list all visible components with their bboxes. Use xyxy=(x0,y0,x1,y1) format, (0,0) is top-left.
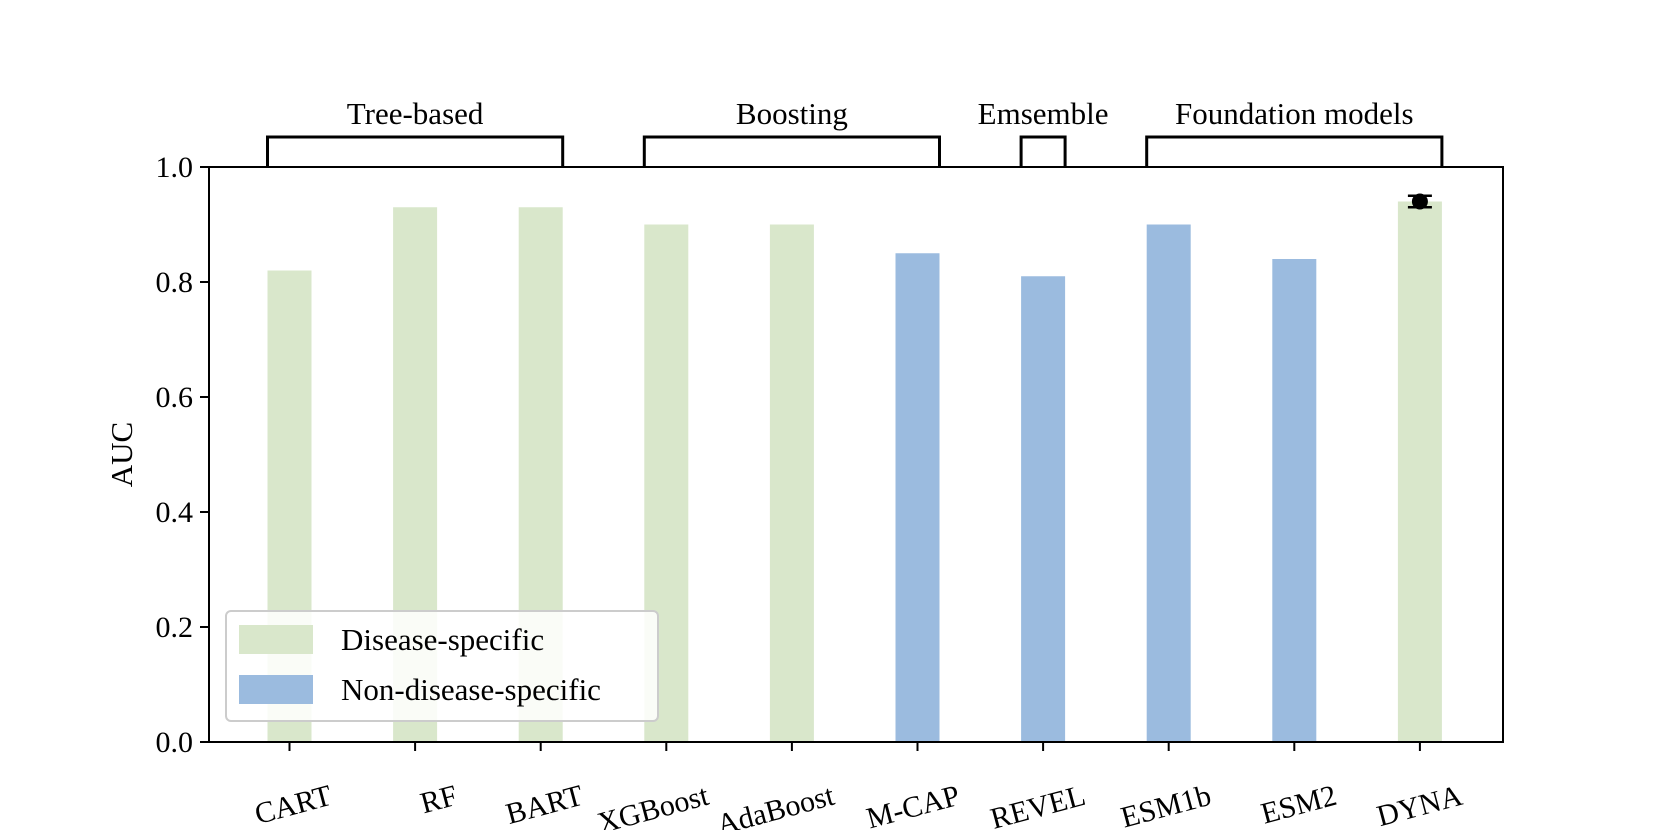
x-tick-label-rf: RF xyxy=(417,779,461,820)
y-axis-label: AUC xyxy=(104,422,139,487)
x-axis: CART RF BART XGBoost AdaBoost M-CAP REVEL ESM1b… xyxy=(251,742,1466,830)
y-tick-label: 0.8 xyxy=(156,266,194,299)
y-axis: 0.0 0.2 0.4 0.6 0.8 1.0 xyxy=(156,151,209,759)
y-tick-label: 0.0 xyxy=(156,726,194,759)
legend-label-disease: Disease-specific xyxy=(341,622,544,657)
group-label: Foundation models xyxy=(1175,96,1414,131)
bar-dyna xyxy=(1397,201,1442,742)
group-bracket xyxy=(642,135,941,167)
x-tick-label-xgboost: XGBoost xyxy=(594,779,713,830)
legend-label-non: Non-disease-specific xyxy=(341,672,601,707)
group-label: Emsemble xyxy=(978,96,1109,131)
plot-area-frame xyxy=(208,166,1504,743)
y-tick-label: 1.0 xyxy=(156,151,194,184)
x-tick-label-dyna: DYNA xyxy=(1373,779,1466,830)
group-label: Tree-based xyxy=(347,96,484,131)
bar-revel xyxy=(1021,276,1066,742)
legend: Disease-specific Non-disease-specific xyxy=(225,610,659,722)
group-bracket xyxy=(1019,135,1067,167)
error-bars-layer xyxy=(1407,193,1432,210)
x-tick-label-bart: BART xyxy=(502,779,586,830)
x-tick-label-m-cap: M-CAP xyxy=(863,779,963,830)
y-tick-label: 0.2 xyxy=(156,611,194,644)
legend-box xyxy=(225,610,659,722)
group-bracket xyxy=(266,135,565,167)
bar-esm1b xyxy=(1146,224,1191,742)
legend-swatch-disease xyxy=(239,625,313,654)
bar-esm2 xyxy=(1272,259,1317,742)
group-label: Boosting xyxy=(736,96,848,131)
bar-m-cap xyxy=(895,253,940,742)
group-brackets: Tree-based Boosting Emsemble Foundation mod… xyxy=(266,96,1444,167)
group-bracket xyxy=(1145,135,1444,167)
x-tick-label-revel: REVEL xyxy=(987,779,1089,830)
x-tick-label-esm2: ESM2 xyxy=(1257,779,1340,830)
y-tick-label: 0.6 xyxy=(156,381,194,414)
x-tick-label-esm1b: ESM1b xyxy=(1117,779,1214,830)
legend-swatch-non xyxy=(239,675,313,704)
error-bar-point xyxy=(1411,193,1428,210)
x-tick-label-adaboost: AdaBoost xyxy=(713,779,838,830)
x-tick-label-cart: CART xyxy=(251,779,335,830)
bar-adaboost xyxy=(769,224,814,742)
y-tick-label: 0.4 xyxy=(156,496,194,529)
bars-layer xyxy=(267,201,1442,742)
